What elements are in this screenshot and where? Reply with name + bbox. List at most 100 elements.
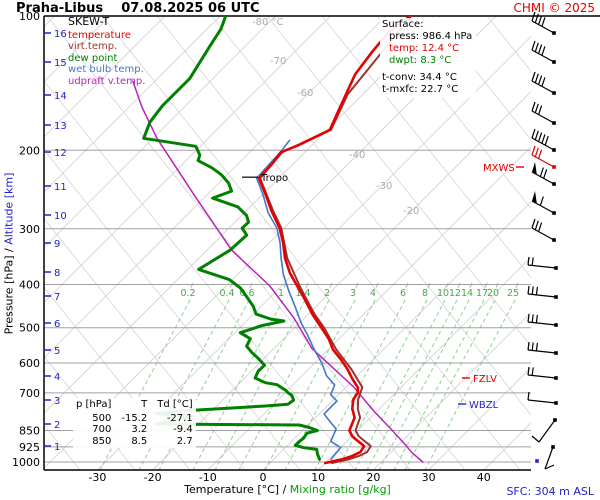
table-row: 500 -15.2 -27.1 (76, 412, 193, 425)
title-bar: Praha-Libus 07.08.2025 06 UTC (16, 1, 260, 16)
wind-barb-dot (554, 351, 558, 355)
wind-barb-line (534, 220, 539, 230)
y-axis-altitude-label: Altitude [km] (2, 172, 16, 245)
wind-barb-line (531, 145, 536, 156)
mixing-ratio-line (469, 282, 473, 288)
station-title: Praha-Libus (16, 1, 104, 16)
isotherm-line (44, 16, 331, 304)
mixing-ratio-label: 0.6 (239, 288, 254, 299)
wind-barb-line (527, 313, 530, 323)
isotherm-label: -80 °C (252, 17, 284, 28)
altitude-tick-label: 2 (54, 420, 60, 431)
mixing-ratio-line (495, 282, 499, 288)
wind-barb-dot (554, 266, 558, 270)
temperature-tick-label: -10 (199, 471, 217, 484)
wind-barb-dot (551, 445, 555, 449)
legend: SKEW-T temperature virt.temp. dew point wet… (68, 16, 145, 87)
wind-barb-line (534, 13, 539, 23)
wind-barb-line (531, 110, 555, 124)
isotherm-line (317, 256, 531, 470)
wind-barb-dot (552, 165, 556, 169)
wind-barb-line (539, 167, 544, 177)
legend-item: dew point (68, 52, 118, 64)
table-cell: -27.1 (166, 412, 193, 424)
dry-adiabat-line (44, 80, 356, 470)
wind-barb-line (538, 15, 543, 25)
wind-barb (531, 101, 556, 125)
wind-barb-dot (552, 121, 556, 125)
brand-label: CHMI © 2025 (513, 1, 595, 15)
pressure-tick-label: 925 (19, 441, 40, 454)
wind-barb-line (527, 285, 530, 295)
table-cell: 850 (92, 435, 112, 447)
wind-barb (531, 128, 556, 152)
mixing-ratio-label: 1 (278, 288, 284, 299)
table-cell: -15.2 (121, 412, 148, 424)
wind-barb-line (539, 196, 544, 206)
table-cell: 2.7 (176, 435, 193, 447)
altitude-tick-label: 10 (54, 211, 67, 222)
surface-info-box: Surface: press: 986.4 hPa temp: 12.4 °C dw… (380, 18, 477, 98)
mixing-ratio-label: 8 (422, 288, 428, 299)
sounding-datetime: 07.08.2025 06 UTC (121, 1, 260, 16)
levels-table-header: p [hPa] (76, 399, 112, 410)
wind-barb-line (543, 169, 548, 179)
legend-item: wet bulb temp. (68, 64, 144, 75)
levels-table-header: Td [°C] (157, 399, 193, 410)
dry-adiabat-line (211, 16, 531, 416)
x-axis-temperature-label: Temperature [°C] (184, 483, 280, 496)
mixing-ratio-label: 20 (487, 288, 499, 299)
wbzl-label: WBZL (469, 400, 499, 411)
wind-barb-line (531, 101, 536, 112)
temperature-tick-label: 40 (477, 471, 491, 484)
dry-adiabat-line (44, 217, 246, 470)
wind-barb-line (534, 42, 539, 52)
altitude-tick-label: 8 (54, 268, 60, 279)
wet-bulb-temp--curve (255, 139, 342, 461)
wind-barb-line (534, 130, 539, 140)
wind-barb-dot (552, 238, 556, 242)
table-cell: 500 (92, 412, 112, 424)
wind-barb-line (531, 314, 534, 323)
mixing-ratio-label: 25 (507, 288, 519, 299)
mixing-ratio-label: 3 (350, 288, 356, 299)
wind-barb-dot (553, 418, 557, 422)
altitude-tick-label: 1 (54, 442, 60, 453)
altitude-tick-label: 11 (54, 182, 67, 193)
wind-barb (531, 11, 556, 35)
altitude-tick-label: 9 (54, 239, 60, 250)
wind-barb-dot (552, 211, 556, 215)
pressure-tick-label: 100 (19, 10, 40, 23)
legend-item: virt.temp. (68, 41, 118, 52)
mixing-ratio-line (484, 282, 488, 288)
dry-adiabat-line (44, 286, 191, 470)
wind-barb (531, 40, 556, 64)
isotherm-label: -60 (297, 88, 313, 99)
wind-barb-dot (552, 60, 556, 64)
table-cell: -9.4 (173, 424, 193, 435)
dry-adiabat-line (266, 16, 531, 347)
table-row: 850 8.5 2.7 (76, 435, 193, 448)
wind-barb-flag (532, 191, 537, 204)
wind-barb-dot (554, 376, 558, 380)
wind-barb-line (535, 314, 538, 323)
wind-barb-line (544, 464, 555, 470)
mixing-ratio-line (249, 282, 253, 288)
wind-barb-line (541, 77, 546, 87)
wind-barb-line (538, 419, 556, 443)
temperature-curve (257, 16, 412, 465)
y-axis-sep: / (2, 244, 16, 256)
mixing-ratio-line (355, 282, 359, 288)
wind-barb-dot (552, 148, 556, 152)
legend-title: SKEW-T (68, 15, 110, 28)
altitude-tick-label: 5 (54, 346, 60, 357)
wind-barb-line (538, 132, 543, 142)
isotherm-line (44, 16, 387, 359)
udpraft-v-temp--curve (132, 80, 424, 463)
table-row: 700 3.2 -9.4 (76, 424, 193, 436)
isotherm-line (44, 16, 166, 138)
isotherm-line (428, 366, 531, 470)
y-axis-title: Pressure [hPa] / Altitude [km] (3, 104, 16, 404)
dry-adiabat-line (44, 149, 301, 470)
temperature-tick-label: 30 (422, 471, 436, 484)
